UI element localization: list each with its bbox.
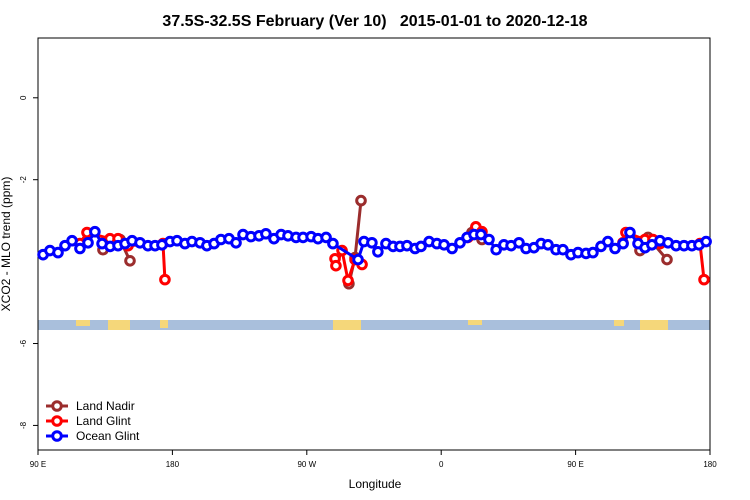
map-strip — [38, 320, 710, 330]
data-point — [587, 246, 599, 259]
data-point — [66, 234, 78, 247]
data-point — [446, 242, 458, 255]
data-point — [74, 242, 86, 255]
data-point — [557, 243, 569, 256]
x-tick-label: 90 W — [297, 460, 316, 469]
land-patch — [640, 320, 668, 330]
data-point — [661, 253, 673, 266]
land-patch — [160, 320, 168, 328]
y-tick-label: 0 — [19, 95, 28, 100]
land-patch — [614, 320, 624, 326]
y-axis-label: XCO2 - MLO trend (ppm) — [0, 177, 13, 312]
data-point — [330, 259, 342, 272]
data-point — [617, 237, 629, 250]
data-point — [483, 233, 495, 246]
data-point — [352, 253, 364, 266]
data-point — [475, 228, 487, 241]
data-point — [624, 226, 636, 239]
data-point — [89, 225, 101, 238]
legend-marker — [51, 415, 63, 427]
data-point — [542, 239, 554, 251]
legend-label: Land Glint — [76, 414, 131, 428]
x-tick-label: 0 — [439, 460, 444, 469]
land-patch — [468, 320, 482, 325]
data-point — [602, 235, 614, 248]
legend-label: Land Nadir — [76, 399, 135, 413]
data-point — [490, 243, 502, 256]
y-tick-label: -6 — [19, 339, 28, 347]
legend-marker — [51, 400, 63, 412]
x-tick-label: 90 E — [567, 460, 583, 469]
data-point — [513, 236, 525, 249]
x-tick-label: 180 — [703, 460, 717, 469]
y-tick-label: -8 — [19, 421, 28, 429]
data-point — [230, 236, 242, 249]
legend-marker — [51, 430, 63, 442]
land-patch — [108, 320, 130, 330]
series-line — [78, 224, 706, 287]
data-point — [82, 236, 94, 249]
x-tick-label: 180 — [166, 460, 180, 469]
data-point — [454, 236, 466, 249]
data-point — [124, 254, 136, 267]
data-point — [52, 246, 64, 259]
data-point — [260, 227, 272, 240]
land-patch — [333, 320, 361, 330]
land-patch — [76, 320, 90, 326]
data-point — [355, 194, 367, 207]
x-axis-label: Longitude — [349, 477, 402, 491]
y-tick-label: -2 — [19, 176, 28, 184]
data-point — [698, 273, 710, 286]
data-point — [366, 236, 378, 249]
data-point — [320, 231, 332, 244]
x-tick-label: 90 E — [30, 460, 46, 469]
data-point — [415, 240, 427, 253]
data-point — [327, 237, 339, 250]
legend-label: Ocean Glint — [76, 429, 140, 443]
data-point — [372, 245, 384, 258]
data-point — [342, 274, 354, 287]
data-point — [609, 242, 621, 255]
chart-title: 37.5S-32.5S February (Ver 10) 2015-01-01… — [162, 13, 587, 30]
data-point — [159, 273, 171, 286]
data-point — [700, 235, 712, 248]
ocean-band — [38, 320, 710, 330]
